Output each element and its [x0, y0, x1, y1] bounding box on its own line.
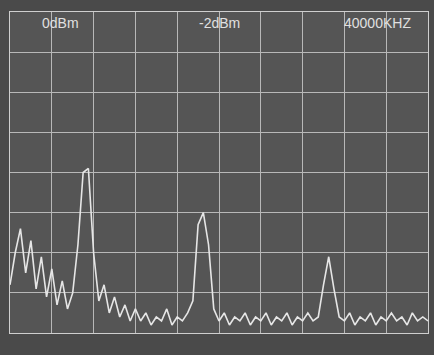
svg-text:0dBm: 0dBm [42, 15, 79, 31]
svg-text:-2dBm: -2dBm [199, 15, 240, 31]
svg-text:40000KHZ: 40000KHZ [344, 15, 411, 31]
